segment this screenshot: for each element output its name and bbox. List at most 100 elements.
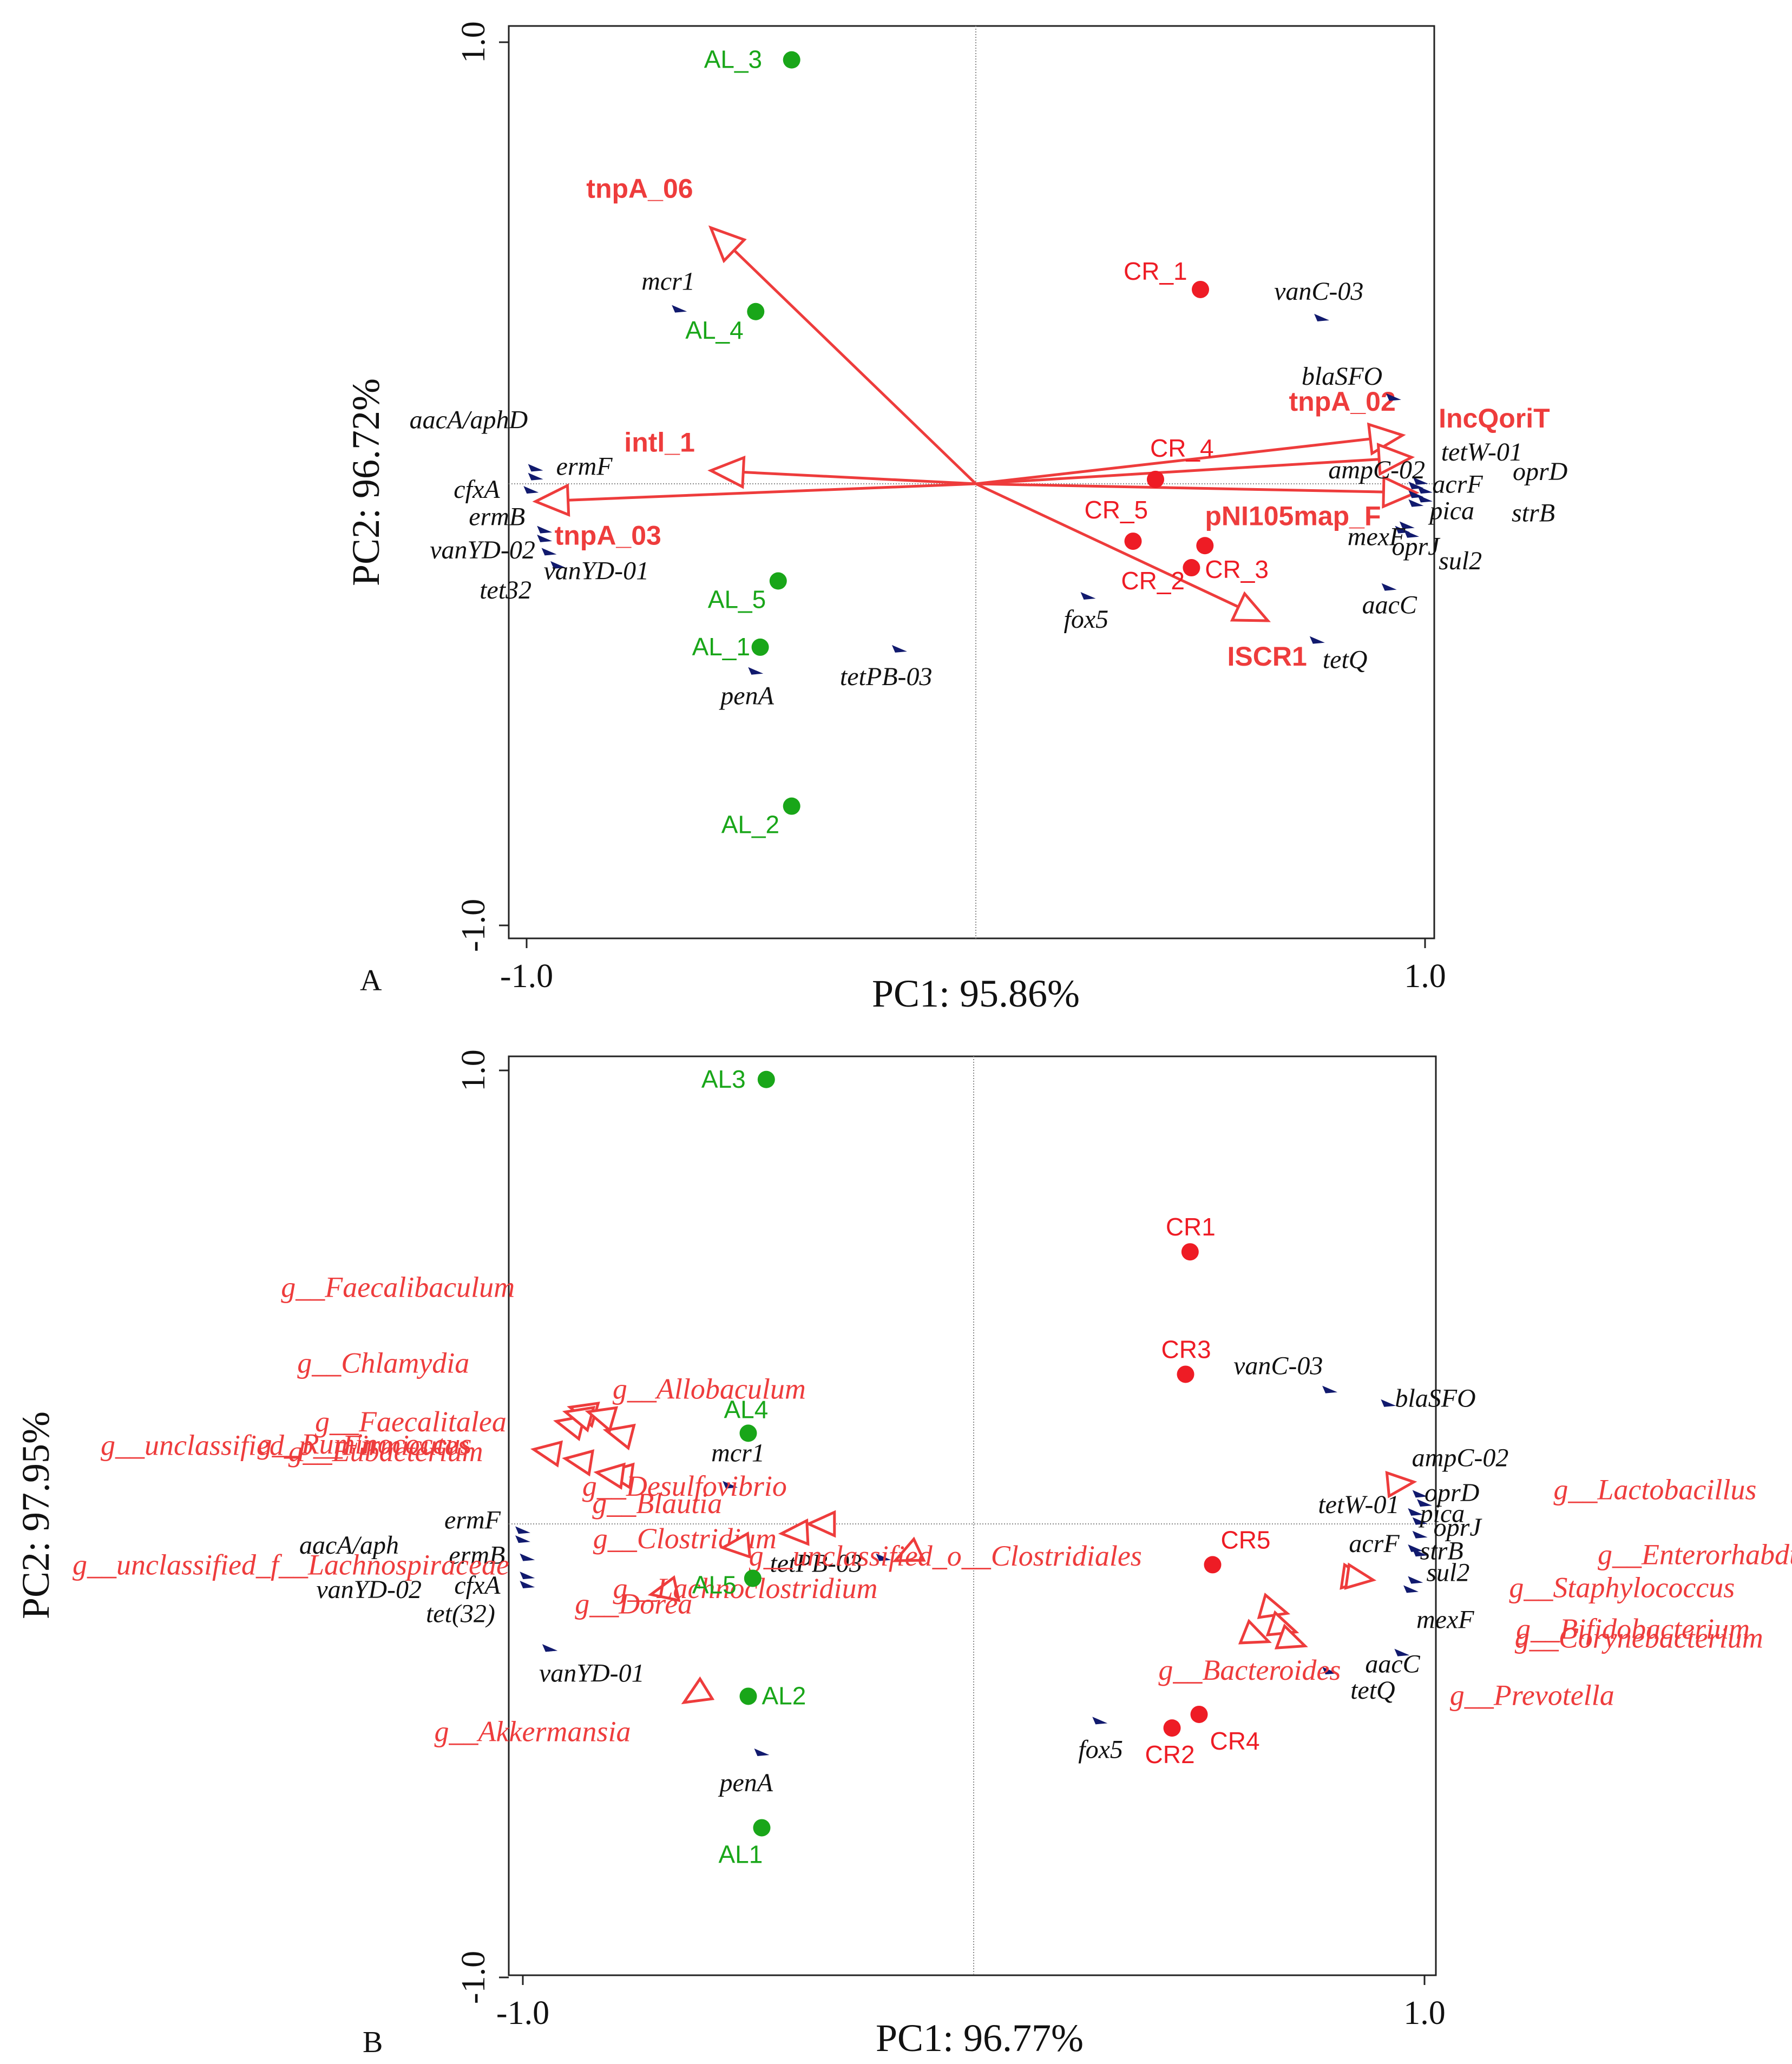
gene-label: tetW-01	[1318, 1490, 1399, 1519]
gene-marker-strb	[1412, 1549, 1428, 1557]
sample-point-cr-2	[1183, 559, 1200, 577]
sample-points: AL3 AL4 AL5 AL2 AL1 CR1 CR3 CR5 CR2 CR4	[692, 1065, 1271, 1869]
y-tick-label: 1.0	[455, 1049, 492, 1092]
gene-marker-ermf	[515, 1526, 530, 1534]
y-tick-label: 1.0	[455, 21, 492, 63]
gene-label: acrF	[1432, 470, 1483, 498]
x-tick-label: 1.0	[1403, 1995, 1446, 2032]
gene-marker-mcr1	[723, 1481, 738, 1489]
x-tick-label: -1.0	[500, 958, 553, 995]
genus-label: g__Corynebacterium	[1515, 1622, 1763, 1654]
gene-marker-oprd	[1417, 486, 1433, 494]
sample-point-cr-3	[1196, 537, 1214, 555]
gene-marker-aacc	[1381, 583, 1397, 591]
sample-point-al5	[744, 1569, 762, 1587]
gene-marker-aacc	[1394, 1648, 1410, 1657]
vector-label: IncQoriT	[1439, 403, 1550, 433]
gene-label: cfxA	[454, 475, 500, 504]
gene-marker-cfxa	[520, 1580, 535, 1588]
gene-marker-mexf	[1403, 1585, 1419, 1593]
vector-label: pNI105map_F	[1205, 501, 1381, 531]
sample-point-cr-5	[1124, 533, 1142, 550]
gene-label: mexF	[1416, 1605, 1474, 1634]
gene-label: aacC	[1362, 591, 1417, 620]
genus-marker-g-clostridium	[805, 1510, 836, 1538]
gene-label: vanYD-02	[430, 536, 535, 564]
genus-label: g__Prevotella	[1450, 1679, 1614, 1712]
sample-point-cr2	[1163, 1719, 1181, 1737]
genus-label: g__unclassified_f__Lachnospiraceae	[73, 1549, 509, 1581]
gene-label: blaSFO	[1302, 362, 1382, 391]
genus-label: g__Faecalitalea	[315, 1405, 507, 1438]
sample-point-al2	[739, 1687, 757, 1705]
gene-label: vanYD-01	[544, 556, 649, 585]
gene-marker-vanyd-01	[542, 1644, 557, 1652]
vector-arrow-tnpa-03	[532, 483, 570, 517]
gene-label: vanYD-02	[316, 1575, 422, 1604]
gene-marker-mexf	[1399, 521, 1415, 529]
gene-marker-ermb	[537, 525, 553, 534]
genus-marker-g-eubacterium	[530, 1440, 563, 1468]
vector-line-iscr1	[975, 482, 1245, 611]
gene-label: vanC-03	[1274, 277, 1363, 306]
genus-marker-g-unclassified-f-lachnospiraceae	[892, 1536, 926, 1562]
genus-marker-g-ruminococcus	[585, 1406, 619, 1433]
gene-marker-vanc-03	[1314, 313, 1330, 321]
gene-marker-ampc-02	[1412, 1490, 1428, 1498]
gene-marker-tetpb-03	[876, 1553, 891, 1561]
gene-marker-pena	[754, 1749, 770, 1756]
x-axis-label: PC1: 95.86%	[872, 972, 1080, 1015]
gene-marker-ermb	[520, 1553, 535, 1561]
sample-label: CR_2	[1121, 567, 1185, 595]
gene-label: mexF	[1348, 522, 1406, 551]
sample-point-al-4	[747, 303, 765, 320]
gene-label: cfxA	[454, 1571, 501, 1600]
genus-label: g__Ruminococcus	[258, 1428, 472, 1460]
gene-label: tetW-01	[1441, 438, 1522, 466]
genus-label: g__Bifidobacterium	[1516, 1613, 1750, 1645]
vector-label: tnpA_03	[555, 521, 661, 551]
genus-marker-g-blautia	[593, 1462, 626, 1490]
gene-label: oprJ	[1392, 533, 1441, 561]
axis-ticks: -1.0 1.0 1.0 -1.0	[455, 21, 1446, 995]
gene-label: tet(32)	[426, 1599, 495, 1628]
vector-arrow-iscr1	[1230, 591, 1271, 622]
gene-label: sul2	[1426, 1559, 1469, 1587]
gene-marker-pena	[748, 667, 764, 675]
gene-marker-oprd	[1417, 1499, 1432, 1507]
gene-marker-vanyd-02	[537, 534, 553, 542]
genus-marker-g-faecalitalea	[562, 1405, 596, 1432]
vector-arrow-intl-1	[707, 455, 746, 489]
sample-label: CR_5	[1085, 496, 1148, 524]
gene-label: mcr1	[641, 267, 695, 296]
gene-markers: vanC-03 blaSFO mcr1 aacA/aph ermF ermB vanYD-0…	[299, 1352, 1508, 1797]
genus-label: g__Enterorhabdus	[1598, 1539, 1792, 1571]
genus-marker-g-bacteroides	[1274, 1623, 1308, 1649]
sample-label: CR4	[1210, 1727, 1260, 1755]
vector-line-tnpa-06	[728, 245, 977, 485]
gene-marker-oprj	[1412, 1530, 1428, 1539]
gene-marker-tetq	[1322, 1667, 1338, 1675]
y-tick-label: -1.0	[455, 899, 492, 952]
vector-label: ISCR1	[1228, 641, 1307, 672]
gene-label: oprD	[1513, 457, 1567, 486]
sample-label: AL_5	[708, 586, 766, 614]
sample-label: AL5	[692, 1571, 737, 1599]
sample-label: CR3	[1161, 1335, 1211, 1363]
sample-point-cr4	[1190, 1705, 1208, 1723]
sample-label: AL_2	[721, 811, 779, 839]
plot-frame	[508, 25, 1435, 939]
gene-label: ampC-02	[1328, 456, 1425, 484]
sample-label: AL_1	[692, 633, 750, 661]
panel-b: -1.0 1.0 1.0 -1.0 vanC-03 blaSFO mcr1 aacA/aph…	[14, 1049, 1792, 2060]
genus-marker-g-allobaculum	[602, 1423, 636, 1451]
genus-label: g__Akkermansia	[435, 1715, 631, 1747]
gene-label: tet32	[480, 576, 531, 604]
sample-point-al-2	[783, 797, 800, 815]
sample-label: CR5	[1220, 1526, 1270, 1554]
gene-label: oprJ	[1434, 1513, 1483, 1542]
genus-label: g__Lactobacillus	[1553, 1474, 1756, 1506]
sample-label: AL3	[701, 1065, 746, 1093]
sample-label: CR2	[1145, 1740, 1195, 1769]
genus-label: g__Faecalibaculum	[281, 1271, 515, 1304]
